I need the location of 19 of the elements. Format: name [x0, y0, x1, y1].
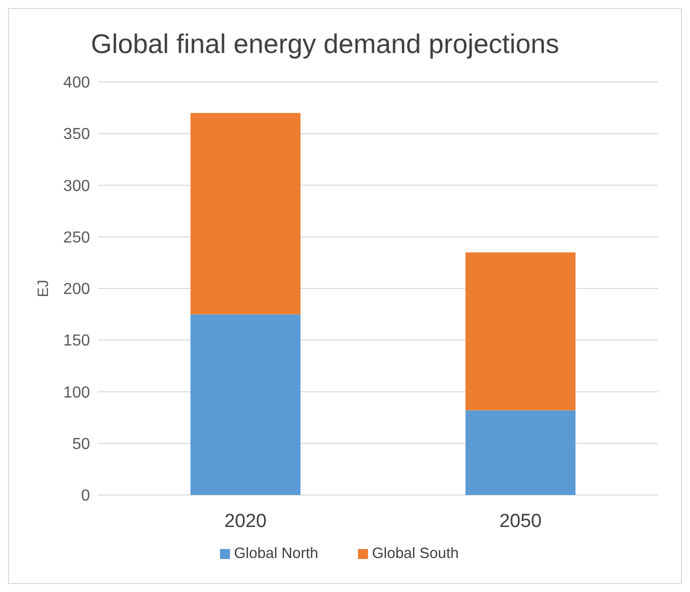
- bar: [190, 314, 300, 495]
- y-tick-label: 0: [81, 488, 90, 505]
- bar: [190, 112, 300, 314]
- x-tick-label: 2050: [499, 511, 542, 532]
- legend-label: Global South: [372, 545, 459, 562]
- y-axis-title: EJ: [35, 280, 52, 298]
- y-tick-label: 400: [63, 74, 90, 92]
- y-tick-label: 300: [63, 178, 90, 195]
- chart-title: Global final energy demand projections: [90, 29, 560, 59]
- y-tick-label: 250: [63, 229, 90, 246]
- legend-label: Global North: [234, 545, 318, 562]
- y-tick-label: 350: [63, 126, 90, 144]
- y-tick-label: 150: [63, 332, 90, 350]
- y-tick-label: 200: [63, 281, 90, 298]
- bar: [466, 252, 576, 410]
- y-tick-label: 50: [72, 436, 90, 453]
- y-tick-label: 100: [63, 384, 90, 402]
- bar: [466, 410, 576, 495]
- x-tick-label: 2020: [224, 511, 267, 532]
